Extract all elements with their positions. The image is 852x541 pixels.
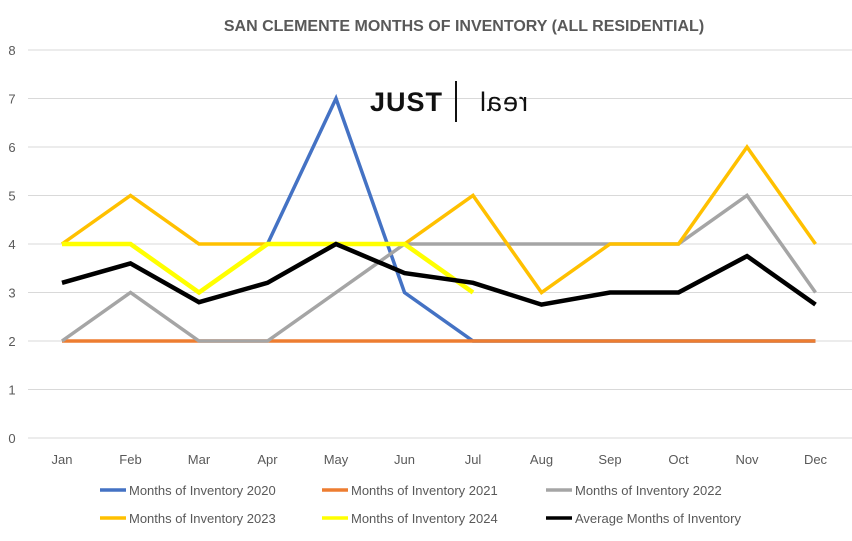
x-tick-label: Jun [394, 452, 415, 467]
legend-label: Months of Inventory 2020 [129, 483, 276, 498]
y-tick-label: 5 [8, 189, 15, 204]
y-axis-labels: 0 1 2 3 4 5 6 7 8 [8, 43, 15, 446]
x-tick-label: Feb [119, 452, 141, 467]
y-tick-label: 7 [8, 92, 15, 107]
x-tick-label: Dec [804, 452, 828, 467]
x-tick-label: May [324, 452, 349, 467]
x-tick-label: Sep [598, 452, 621, 467]
logo-text-real: real [479, 87, 528, 117]
series-lines [60, 93, 817, 343]
legend-label: Months of Inventory 2024 [351, 511, 498, 526]
legend-label: Average Months of Inventory [575, 511, 741, 526]
y-tick-label: 2 [8, 334, 15, 349]
x-tick-label: Jan [52, 452, 73, 467]
legend-item-4: Months of Inventory 2024 [322, 511, 498, 526]
logo-text-just: JUST [370, 87, 443, 117]
x-tick-label: Oct [668, 452, 689, 467]
chart-title: SAN CLEMENTE MONTHS OF INVENTORY (ALL RE… [224, 18, 704, 35]
y-tick-label: 1 [8, 383, 15, 398]
series-line-3 [60, 143, 817, 295]
x-tick-label: Nov [735, 452, 759, 467]
y-tick-label: 3 [8, 286, 15, 301]
legend-item-2: Months of Inventory 2022 [546, 483, 722, 498]
legend-item-1: Months of Inventory 2021 [322, 483, 498, 498]
series-line-2 [60, 193, 817, 343]
legend-label: Months of Inventory 2023 [129, 511, 276, 526]
series-line-5 [61, 241, 817, 307]
x-tick-label: Aug [530, 452, 553, 467]
x-axis-labels: Jan Feb Mar Apr May Jun Jul Aug Sep Oct Nov Dec [52, 452, 828, 467]
y-tick-label: 6 [8, 140, 15, 155]
y-tick-label: 4 [8, 237, 15, 252]
legend-label: Months of Inventory 2021 [351, 483, 498, 498]
legend-item-5: Average Months of Inventory [546, 511, 741, 526]
x-tick-label: Apr [257, 452, 278, 467]
legend: Months of Inventory 2020 Months of Invent… [100, 483, 741, 526]
y-tick-label: 0 [8, 431, 15, 446]
legend-item-0: Months of Inventory 2020 [100, 483, 276, 498]
legend-label: Months of Inventory 2022 [575, 483, 722, 498]
series-line-4 [62, 241, 475, 296]
x-tick-label: Mar [188, 452, 211, 467]
logo: JUST real [370, 81, 528, 122]
y-tick-label: 8 [8, 43, 15, 58]
legend-item-3: Months of Inventory 2023 [100, 511, 276, 526]
x-tick-label: Jul [465, 452, 482, 467]
